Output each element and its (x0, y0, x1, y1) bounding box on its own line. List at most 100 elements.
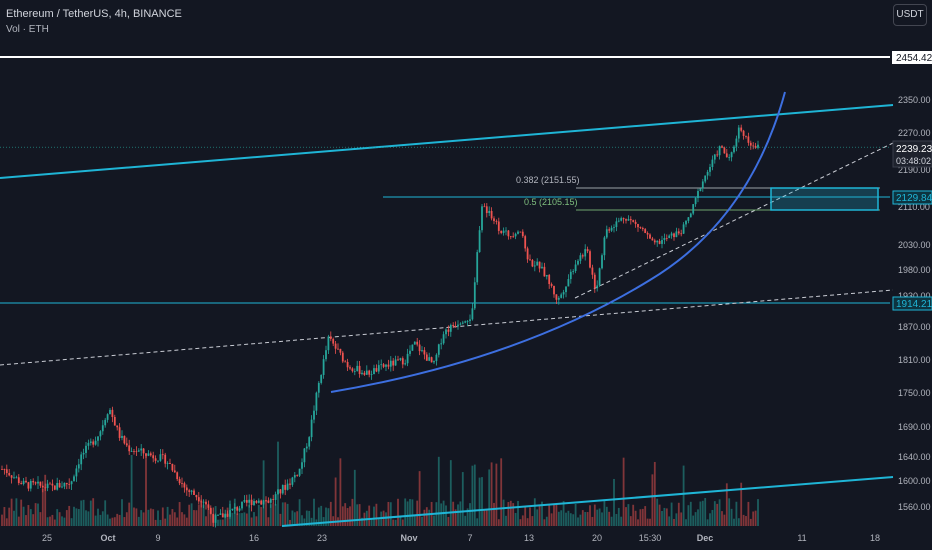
candle-body (39, 481, 42, 486)
volume-bar (481, 477, 483, 526)
x-tick-label: 11 (797, 533, 806, 543)
volume-bar (1, 514, 3, 526)
volume-bar (73, 506, 75, 526)
candle-body (353, 371, 356, 372)
x-tick-label: 7 (467, 533, 472, 543)
volume-bar (457, 504, 459, 526)
volume-bar (10, 498, 13, 526)
candle-body (236, 507, 239, 511)
volume-bar (142, 512, 145, 526)
candle-body (219, 513, 222, 515)
volume-bar (610, 516, 613, 526)
volume-bar (41, 488, 44, 526)
candle-body (694, 198, 697, 205)
y-tick-label: 1810.00 (898, 355, 931, 365)
candle-body (301, 462, 303, 469)
volume-bar (502, 499, 505, 526)
candle-body (399, 358, 402, 360)
volume-bar (728, 498, 731, 526)
volume-bar (529, 507, 531, 526)
parabolic-curve (330, 91, 786, 393)
volume-bar (473, 464, 476, 526)
currency-button[interactable]: USDT (893, 4, 927, 26)
volume-bar (329, 501, 332, 526)
volume-bar (353, 469, 356, 526)
candle-body (507, 230, 510, 237)
volume-bar (152, 509, 155, 526)
volume-bar (325, 507, 327, 526)
volume-bar (70, 518, 73, 526)
volume-bar (257, 504, 260, 526)
volume-bar (284, 502, 287, 526)
candle-body (3, 469, 6, 470)
candle-body (634, 221, 637, 224)
candle-body (445, 329, 447, 335)
candle-body (279, 489, 282, 494)
candle-body (313, 410, 315, 420)
volume-bar (697, 509, 699, 526)
candle-body (51, 483, 54, 486)
candle-body (241, 501, 243, 509)
candle-body (209, 507, 212, 514)
volume-bar (490, 462, 493, 526)
x-tick-label: 9 (155, 533, 160, 543)
volume-bar (236, 513, 239, 526)
volume-bar (221, 519, 224, 526)
volume-bar (452, 501, 455, 526)
volume-bar (281, 502, 284, 526)
volume-bar (497, 519, 500, 526)
candle-body (130, 450, 133, 452)
candle-body (286, 483, 289, 490)
volume-bar (622, 457, 625, 526)
volume-bar (469, 503, 471, 526)
candle-body (435, 354, 438, 362)
time-axis[interactable]: 25 Oct 9 16 23 Nov 7 13 20 15:30 Dec 11 18 (42, 533, 880, 543)
volume-bar (99, 514, 102, 526)
candle-body (70, 481, 73, 485)
volume-bar (32, 514, 35, 526)
volume-bar (277, 441, 279, 526)
volume-bar (265, 499, 267, 526)
volume-bar (320, 505, 323, 526)
volume-indicator-label: Vol · ETH (6, 24, 49, 35)
volume-bar (747, 501, 750, 526)
candle-body (349, 367, 351, 369)
candle-body (65, 482, 68, 485)
volume-bar (149, 508, 152, 526)
y-tick-label: 2110.00 (898, 202, 930, 212)
volume-bar (754, 510, 757, 526)
volume-bar (58, 512, 61, 526)
candle-body (61, 486, 63, 488)
y-tick-label: 1870.00 (898, 322, 931, 332)
candle-body (658, 240, 661, 244)
volume-bar (663, 507, 666, 526)
volume-bar (358, 504, 361, 526)
volume-bar (377, 518, 380, 526)
candle-body (409, 350, 411, 354)
candle-body (193, 490, 195, 495)
candle-body (586, 249, 589, 252)
candle-body (517, 231, 519, 234)
volume-bar (596, 509, 599, 526)
volume-bar (17, 516, 20, 526)
candle-body (673, 233, 675, 238)
dashed-trendline-upper (574, 142, 894, 299)
volume-bar (605, 506, 608, 526)
volume-bar (745, 516, 747, 526)
volume-bar (701, 500, 704, 526)
volume-bar (730, 508, 733, 526)
target-zone-box[interactable] (770, 187, 879, 211)
candle-body (721, 146, 723, 148)
candle-body (111, 409, 114, 417)
price-axis[interactable]: 2350.00 2270.00 2190.00 2110.00 2030.00 1980.… (898, 95, 931, 512)
volume-bars (1, 441, 759, 526)
candle-body (116, 425, 119, 428)
volume-bar (699, 501, 702, 526)
candle-body (113, 416, 116, 426)
volume-bar (250, 517, 253, 526)
fib-label-0382: 0.382 (2151.55) (516, 175, 580, 185)
candle-body (291, 477, 294, 485)
volume-bar (531, 516, 534, 526)
y-tick-label: 1930.00 (898, 291, 931, 301)
